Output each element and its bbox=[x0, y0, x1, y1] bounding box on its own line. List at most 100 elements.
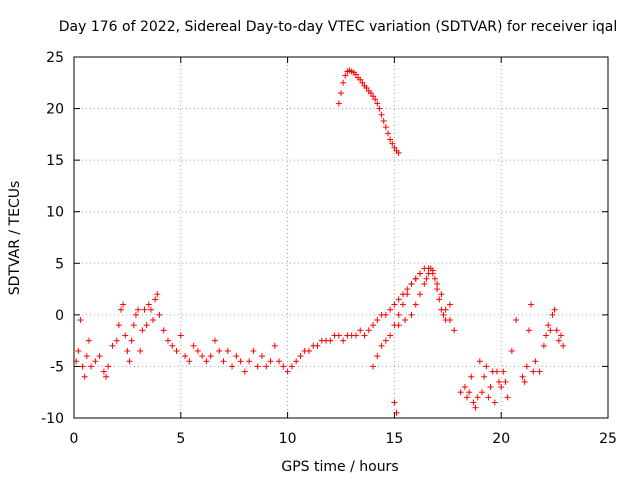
data-point bbox=[132, 311, 139, 318]
data-point bbox=[446, 317, 453, 324]
data-point bbox=[374, 353, 381, 360]
data-point bbox=[141, 306, 148, 313]
data-point bbox=[241, 368, 248, 375]
data-point bbox=[314, 342, 321, 349]
data-point bbox=[387, 306, 394, 313]
data-point bbox=[103, 373, 110, 380]
data-point bbox=[258, 353, 265, 360]
data-point bbox=[468, 373, 475, 380]
y-tick-label: -10 bbox=[41, 411, 64, 427]
data-point bbox=[254, 363, 261, 370]
data-point bbox=[352, 332, 359, 339]
data-point bbox=[393, 409, 400, 416]
data-point bbox=[555, 337, 562, 344]
x-tick-label: 10 bbox=[279, 431, 297, 447]
data-point bbox=[327, 337, 334, 344]
data-point bbox=[457, 389, 464, 396]
data-point bbox=[246, 358, 253, 365]
data-point bbox=[152, 296, 159, 303]
y-tick-label: 15 bbox=[46, 153, 64, 169]
data-point bbox=[271, 342, 278, 349]
data-point bbox=[194, 347, 201, 354]
data-point bbox=[150, 317, 157, 324]
data-point bbox=[496, 378, 503, 385]
data-point bbox=[485, 394, 492, 401]
data-point bbox=[478, 389, 485, 396]
data-point bbox=[96, 353, 103, 360]
data-point bbox=[367, 90, 374, 97]
data-point bbox=[186, 358, 193, 365]
data-point bbox=[122, 332, 129, 339]
data-point bbox=[288, 363, 295, 370]
data-point bbox=[438, 291, 445, 298]
data-point bbox=[412, 301, 419, 308]
data-point bbox=[549, 311, 556, 318]
grid-lines bbox=[74, 57, 608, 418]
data-point bbox=[361, 332, 368, 339]
data-point bbox=[376, 105, 383, 112]
data-point bbox=[139, 327, 146, 334]
data-point bbox=[233, 353, 240, 360]
data-point bbox=[513, 317, 520, 324]
data-point bbox=[85, 337, 92, 344]
data-point bbox=[276, 358, 283, 365]
data-point bbox=[540, 342, 547, 349]
data-point bbox=[335, 100, 342, 107]
data-point bbox=[391, 301, 398, 308]
data-point bbox=[370, 322, 377, 329]
data-point bbox=[421, 280, 428, 287]
data-point bbox=[417, 291, 424, 298]
data-point bbox=[280, 363, 287, 370]
data-point bbox=[384, 130, 391, 137]
data-point bbox=[387, 332, 394, 339]
data-point bbox=[547, 327, 554, 334]
data-point bbox=[109, 342, 116, 349]
data-point bbox=[83, 353, 90, 360]
x-tick-label: 15 bbox=[385, 431, 403, 447]
data-point bbox=[440, 311, 447, 318]
data-point bbox=[474, 394, 481, 401]
data-point bbox=[229, 363, 236, 370]
data-point bbox=[523, 363, 530, 370]
data-point bbox=[237, 358, 244, 365]
y-tick-label: 20 bbox=[46, 102, 64, 118]
data-point bbox=[365, 327, 372, 334]
y-tick-label: 25 bbox=[46, 50, 64, 66]
data-point bbox=[156, 311, 163, 318]
data-point bbox=[491, 399, 498, 406]
data-point bbox=[508, 347, 515, 354]
data-point bbox=[530, 368, 537, 375]
data-point bbox=[434, 280, 441, 287]
data-point bbox=[389, 140, 396, 147]
y-tick-label: -5 bbox=[50, 359, 64, 375]
data-point bbox=[79, 363, 86, 370]
plot-frame bbox=[73, 56, 609, 419]
y-tick-label: 0 bbox=[55, 308, 64, 324]
data-point bbox=[370, 93, 377, 100]
data-point bbox=[182, 353, 189, 360]
data-point bbox=[77, 317, 84, 324]
x-tick-label: 25 bbox=[599, 431, 617, 447]
data-point bbox=[305, 347, 312, 354]
data-point bbox=[395, 149, 402, 156]
data-point bbox=[498, 384, 505, 391]
data-point bbox=[120, 301, 127, 308]
data-point bbox=[173, 347, 180, 354]
data-point bbox=[113, 337, 120, 344]
data-point bbox=[160, 327, 167, 334]
data-point bbox=[124, 347, 131, 354]
data-point bbox=[342, 72, 349, 79]
data-point bbox=[395, 311, 402, 318]
data-point bbox=[147, 306, 154, 313]
data-point bbox=[425, 270, 432, 277]
data-point bbox=[395, 296, 402, 303]
data-point bbox=[105, 363, 112, 370]
data-point bbox=[297, 353, 304, 360]
data-point bbox=[382, 337, 389, 344]
data-point bbox=[340, 337, 347, 344]
x-axis-label: GPS time / hours bbox=[281, 459, 398, 475]
data-point bbox=[391, 399, 398, 406]
data-point bbox=[374, 317, 381, 324]
data-point bbox=[363, 84, 370, 91]
data-point bbox=[551, 306, 558, 313]
